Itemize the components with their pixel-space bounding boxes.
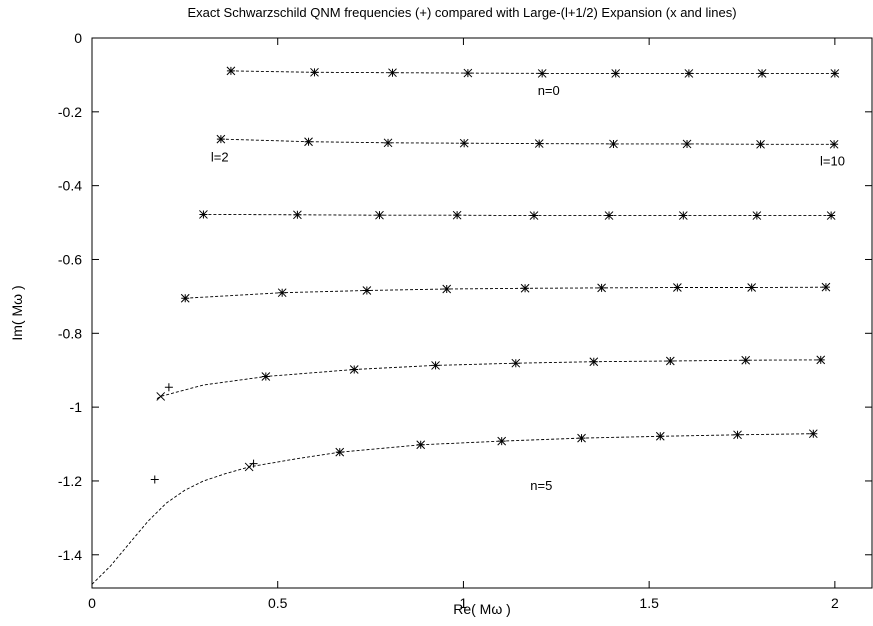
y-tick-label: -0.6 (58, 251, 82, 267)
y-tick-label: -0.2 (58, 104, 82, 120)
y-tick-label: -1 (70, 399, 83, 415)
expansion-point (537, 69, 547, 78)
x-tick-label: 1.5 (639, 595, 659, 611)
plot-frame (91, 37, 873, 589)
expansion-point (604, 211, 614, 220)
expansion-point (244, 462, 254, 472)
axis-ticks (91, 37, 872, 588)
expansion-point (673, 283, 682, 292)
expansion-point (293, 210, 302, 220)
expansion-point (821, 282, 831, 292)
expansion-point (684, 69, 694, 78)
y-tick-label: -0.8 (58, 325, 82, 341)
expansion-point (741, 355, 751, 365)
expansion-point (459, 138, 469, 148)
x-tick-label: 2 (831, 595, 839, 611)
x-axis-label: Re( Mω ) (453, 601, 511, 617)
expansion-point (156, 392, 166, 401)
expansion-point (611, 69, 621, 78)
expansion-curve-1 (220, 138, 835, 145)
annotation-label: l=2 (211, 150, 229, 165)
y-axis-label: Im( Mω ) (9, 285, 25, 340)
data-markers (150, 66, 840, 484)
expansion-point (609, 139, 618, 149)
x-tick-label: 1 (460, 595, 468, 611)
annotation-label: n=5 (530, 478, 552, 493)
expansion-point (830, 69, 840, 78)
expansion-curve-4 (156, 359, 821, 399)
exact-point (249, 459, 258, 468)
expansion-point (678, 211, 688, 220)
axis-tick-labels: 0 0.5 1 1.5 2 0 -0.2 -0.4 -0.6 -0.8 -1 -1.2 -1.4 (58, 30, 839, 611)
expansion-point (442, 284, 452, 294)
expansion-point (463, 68, 473, 78)
expansion-point (349, 365, 359, 374)
expansion-point (310, 67, 319, 77)
expansion-point (375, 210, 384, 220)
expansion-point (733, 430, 742, 440)
annotations: n=0 l=2 l=10 n=5 (211, 83, 845, 493)
expansion-point (452, 210, 462, 220)
expansion-point (816, 355, 826, 365)
expansion-point (511, 358, 521, 368)
expansion-point (808, 429, 818, 439)
expansion-point (665, 356, 675, 366)
expansion-point (589, 357, 599, 367)
y-tick-label: -1.2 (58, 473, 82, 489)
expansion-point (335, 447, 345, 457)
expansion-point (529, 211, 539, 220)
expansion-point (747, 283, 757, 292)
expansion-point (577, 433, 586, 443)
expansion-point (388, 68, 397, 78)
annotation-label: n=0 (538, 83, 560, 98)
expansion-point (362, 286, 372, 295)
expansion-point (597, 283, 606, 293)
expansion-point (383, 138, 393, 148)
expansion-point (431, 361, 440, 370)
exact-point (150, 475, 159, 484)
expansion-curve-0 (230, 70, 835, 74)
expansion-point (757, 69, 767, 78)
x-tick-label: 0.5 (268, 595, 288, 611)
expansion-point (756, 139, 765, 149)
y-tick-label: -0.4 (58, 178, 82, 194)
y-tick-label: 0 (74, 30, 82, 46)
x-tick-label: 0 (88, 595, 96, 611)
expansion-point (655, 431, 665, 441)
expansion-point (199, 210, 208, 219)
expansion-point (277, 288, 287, 298)
expansion-point (416, 440, 426, 450)
y-tick-label: -1.4 (58, 547, 82, 563)
expansion-point (261, 372, 271, 381)
expansion-point (180, 293, 190, 303)
annotation-label: l=10 (820, 153, 845, 168)
chart-title: Exact Schwarzschild QNM frequencies (+) … (187, 5, 736, 20)
expansion-curve-5 (91, 433, 814, 585)
exact-point (164, 383, 173, 392)
expansion-point (752, 211, 762, 220)
expansion-point (829, 139, 839, 149)
expansion-point (216, 134, 226, 144)
expansion-point (682, 139, 692, 149)
expansion-curves (91, 70, 835, 585)
expansion-point (226, 66, 236, 76)
expansion-point (497, 436, 507, 446)
expansion-point (520, 283, 530, 293)
expansion-point (826, 211, 836, 220)
expansion-point (304, 137, 313, 147)
expansion-point (534, 139, 544, 148)
